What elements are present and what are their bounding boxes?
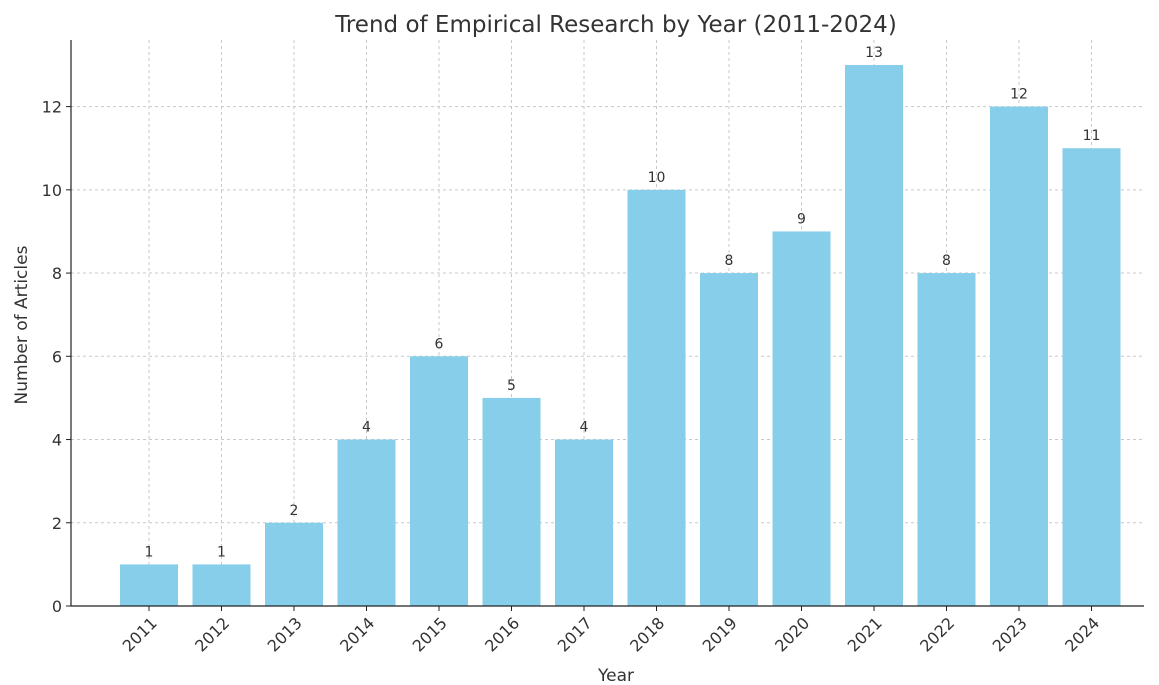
x-tick-label-2024: 2024 xyxy=(1061,613,1103,655)
bar-2018 xyxy=(627,189,686,606)
y-tick-label: 0 xyxy=(52,597,62,616)
y-tick-label: 6 xyxy=(52,347,62,366)
bar-2014 xyxy=(337,439,396,606)
x-tick-layer: 2011 2012 2013 2014 2015 2016 2017 2018 2019 2020… xyxy=(119,606,1103,656)
x-tick-label-2018: 2018 xyxy=(626,613,668,655)
data-label-2024: 11 xyxy=(1083,128,1101,144)
data-label-2017: 4 xyxy=(580,420,589,436)
data-label-2019: 8 xyxy=(725,253,734,269)
bar-layer xyxy=(120,64,1121,607)
x-tick-label-2022: 2022 xyxy=(916,613,958,655)
x-tick-label-2021: 2021 xyxy=(844,613,886,655)
bar-2020 xyxy=(772,231,831,607)
data-label-2022: 8 xyxy=(942,253,951,269)
y-tick-label: 10 xyxy=(42,181,62,200)
x-tick-label-2015: 2015 xyxy=(409,613,451,655)
data-label-2018: 10 xyxy=(648,170,666,186)
data-label-2013: 2 xyxy=(290,503,299,519)
x-tick-label-2020: 2020 xyxy=(771,613,813,655)
x-tick-label-2011: 2011 xyxy=(119,613,161,655)
bar-2019 xyxy=(700,273,758,606)
bar-2012 xyxy=(192,564,251,606)
x-tick-label-2012: 2012 xyxy=(191,613,233,655)
data-label-2011: 1 xyxy=(145,544,154,560)
y-tick-label: 8 xyxy=(52,264,62,283)
bar-2016 xyxy=(482,397,541,606)
bar-2013 xyxy=(265,522,323,606)
data-label-2020: 9 xyxy=(797,211,806,227)
data-label-2014: 4 xyxy=(362,420,371,436)
x-tick-label-2014: 2014 xyxy=(336,613,378,655)
data-label-2016: 5 xyxy=(507,378,516,394)
bar-2022 xyxy=(917,273,976,606)
data-label-2015: 6 xyxy=(435,336,444,352)
y-axis-label: Number of Articles xyxy=(12,245,32,404)
x-tick-label-2023: 2023 xyxy=(989,613,1031,655)
bar-2015 xyxy=(410,356,468,606)
data-label-2023: 12 xyxy=(1010,87,1028,103)
bar-2021 xyxy=(845,64,903,607)
x-tick-label-2016: 2016 xyxy=(481,613,523,655)
x-tick-label-2013: 2013 xyxy=(264,613,306,655)
bar-2017 xyxy=(555,439,613,606)
y-tick-label: 4 xyxy=(52,431,62,450)
x-tick-label-2017: 2017 xyxy=(554,613,596,655)
x-tick-label-2019: 2019 xyxy=(699,613,741,655)
data-label-2021: 13 xyxy=(865,45,883,61)
bar-2023 xyxy=(990,106,1048,607)
y-tick-layer: 0 2 4 6 8 10 12 xyxy=(42,98,71,616)
axis-layer xyxy=(70,40,1144,607)
y-tick-label: 12 xyxy=(42,98,62,117)
bar-2011 xyxy=(120,564,178,606)
y-tick-label: 2 xyxy=(52,514,62,533)
bar-2024 xyxy=(1062,148,1121,607)
data-label-2012: 1 xyxy=(217,544,226,560)
x-axis-label: Year xyxy=(597,666,634,685)
chart-title: Trend of Empirical Research by Year (201… xyxy=(334,12,897,38)
